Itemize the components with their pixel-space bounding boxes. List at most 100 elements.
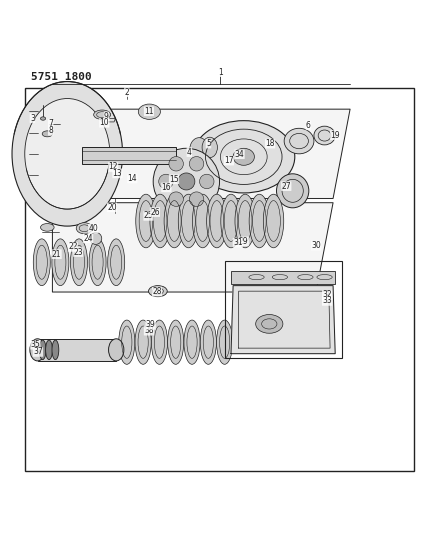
Polygon shape	[52, 109, 350, 198]
Ellipse shape	[71, 239, 87, 286]
Ellipse shape	[276, 174, 309, 208]
Ellipse shape	[52, 340, 59, 360]
Text: 16: 16	[161, 183, 171, 192]
Ellipse shape	[178, 194, 199, 248]
Text: 12: 12	[108, 163, 118, 172]
Text: 25: 25	[144, 212, 153, 221]
Ellipse shape	[168, 320, 184, 364]
Ellipse shape	[199, 174, 214, 189]
Ellipse shape	[202, 137, 217, 158]
Text: 28: 28	[152, 287, 162, 296]
Bar	[82, 148, 176, 164]
Ellipse shape	[39, 340, 46, 360]
Text: 10: 10	[99, 118, 109, 127]
Text: 33: 33	[322, 296, 332, 305]
Ellipse shape	[108, 239, 125, 286]
Ellipse shape	[256, 314, 283, 333]
Text: 21: 21	[52, 249, 61, 259]
Ellipse shape	[30, 339, 45, 361]
Text: 14: 14	[128, 174, 137, 183]
Ellipse shape	[193, 194, 213, 248]
Text: 3: 3	[30, 114, 35, 123]
Ellipse shape	[152, 320, 167, 364]
Text: 9: 9	[104, 112, 109, 121]
Ellipse shape	[200, 320, 217, 364]
Ellipse shape	[136, 194, 156, 248]
Text: 8: 8	[48, 126, 53, 135]
Ellipse shape	[41, 117, 46, 120]
Ellipse shape	[221, 194, 241, 248]
Polygon shape	[52, 203, 333, 292]
Ellipse shape	[207, 194, 227, 248]
Text: 17: 17	[224, 156, 234, 165]
Ellipse shape	[135, 320, 151, 364]
Ellipse shape	[164, 194, 184, 248]
Text: 31: 31	[233, 238, 243, 247]
Text: 40: 40	[88, 224, 98, 233]
Text: 27: 27	[282, 182, 291, 191]
Text: 11: 11	[144, 107, 154, 116]
Text: 22: 22	[68, 243, 77, 252]
Text: 34: 34	[235, 150, 244, 159]
Ellipse shape	[189, 157, 204, 171]
Text: 35: 35	[30, 340, 40, 349]
Ellipse shape	[169, 157, 183, 171]
Ellipse shape	[263, 194, 284, 248]
Polygon shape	[231, 286, 335, 354]
Text: 19: 19	[330, 131, 340, 140]
Text: 13: 13	[113, 169, 122, 178]
Ellipse shape	[314, 126, 335, 145]
Text: 2: 2	[125, 87, 129, 96]
Text: 15: 15	[169, 175, 179, 184]
Bar	[231, 271, 335, 284]
Ellipse shape	[149, 286, 167, 297]
Text: 1: 1	[218, 68, 223, 77]
Ellipse shape	[153, 148, 220, 215]
Ellipse shape	[233, 148, 254, 165]
Ellipse shape	[12, 82, 122, 226]
Text: 38: 38	[144, 326, 154, 335]
Ellipse shape	[184, 320, 200, 364]
Ellipse shape	[52, 239, 69, 286]
Ellipse shape	[119, 320, 135, 364]
Text: 7: 7	[48, 119, 53, 128]
Text: 5751 1800: 5751 1800	[31, 72, 92, 82]
Ellipse shape	[284, 128, 314, 154]
Ellipse shape	[189, 192, 204, 206]
Text: 37: 37	[33, 348, 43, 357]
Ellipse shape	[138, 104, 160, 119]
Ellipse shape	[46, 340, 52, 360]
Ellipse shape	[249, 194, 270, 248]
Text: 20: 20	[107, 203, 117, 212]
Bar	[38, 339, 116, 361]
Text: 29: 29	[239, 237, 249, 246]
Ellipse shape	[42, 131, 52, 137]
Ellipse shape	[25, 99, 110, 209]
Ellipse shape	[169, 192, 183, 206]
Text: 39: 39	[146, 320, 155, 329]
Text: 6: 6	[306, 121, 311, 130]
Bar	[225, 261, 342, 358]
Ellipse shape	[150, 194, 170, 248]
Ellipse shape	[159, 174, 173, 189]
Text: 24: 24	[83, 234, 93, 243]
Text: 23: 23	[74, 247, 83, 256]
Ellipse shape	[190, 138, 208, 161]
Ellipse shape	[90, 232, 102, 245]
Text: 18: 18	[265, 139, 275, 148]
Ellipse shape	[33, 239, 50, 286]
Text: 5: 5	[206, 139, 211, 148]
Ellipse shape	[41, 223, 54, 231]
Ellipse shape	[89, 239, 106, 286]
Ellipse shape	[217, 320, 233, 364]
Ellipse shape	[94, 110, 111, 119]
Text: 26: 26	[150, 207, 160, 216]
Ellipse shape	[193, 120, 295, 193]
Ellipse shape	[235, 194, 256, 248]
Text: 32: 32	[322, 290, 332, 300]
Text: 4: 4	[187, 148, 192, 157]
Ellipse shape	[109, 339, 124, 361]
Ellipse shape	[76, 223, 92, 234]
Text: 30: 30	[311, 241, 321, 250]
Ellipse shape	[178, 173, 195, 190]
